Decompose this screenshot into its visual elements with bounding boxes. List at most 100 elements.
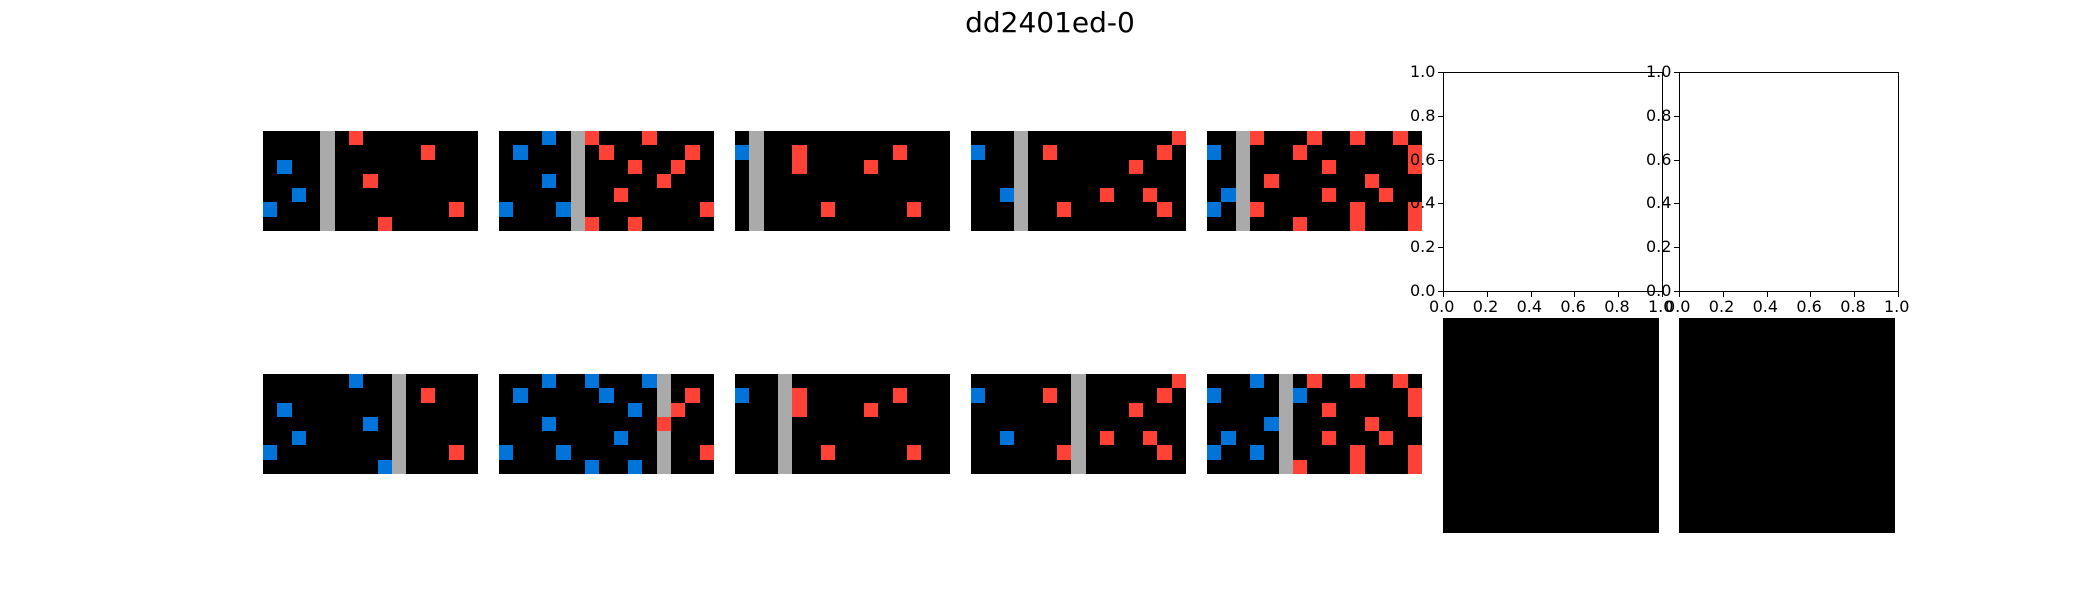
blue-cell bbox=[1207, 145, 1222, 160]
red-cell bbox=[1307, 374, 1322, 389]
y-tick bbox=[1674, 115, 1679, 117]
red-cell bbox=[420, 388, 435, 403]
y-tick bbox=[1674, 203, 1679, 205]
blue-cell bbox=[349, 374, 364, 389]
y-tick-label: 0.6 bbox=[1646, 149, 1672, 169]
red-cell bbox=[1364, 173, 1379, 189]
test-output-axes bbox=[1679, 72, 1899, 292]
blue-cell bbox=[971, 388, 986, 403]
figure-title: dd2401ed-0 bbox=[965, 6, 1135, 39]
y-tick bbox=[1438, 291, 1443, 292]
blue-cell bbox=[1207, 445, 1222, 460]
blue-cell bbox=[542, 416, 557, 432]
red-cell bbox=[1321, 159, 1336, 174]
x-tick bbox=[1574, 292, 1576, 297]
test-input-grid bbox=[1443, 318, 1659, 533]
red-cell bbox=[1157, 445, 1172, 460]
red-cell bbox=[1264, 173, 1279, 189]
blue-cell bbox=[513, 145, 528, 160]
blue-cell bbox=[556, 445, 571, 460]
y-tick-label: 0.0 bbox=[1646, 281, 1672, 300]
red-cell bbox=[792, 402, 807, 417]
red-cell bbox=[1143, 431, 1158, 446]
separator-column bbox=[320, 131, 335, 231]
red-cell bbox=[1393, 131, 1408, 146]
red-cell bbox=[1100, 188, 1115, 203]
red-cell bbox=[628, 159, 643, 174]
red-cell bbox=[1407, 216, 1422, 231]
blue-cell bbox=[513, 388, 528, 403]
train-2-output-grid bbox=[499, 374, 714, 474]
blue-cell bbox=[1293, 388, 1308, 403]
red-cell bbox=[585, 131, 600, 146]
red-cell bbox=[656, 173, 671, 189]
separator-column bbox=[1278, 374, 1293, 474]
y-tick-label: 0.8 bbox=[1646, 105, 1672, 125]
red-cell bbox=[1293, 216, 1308, 231]
x-tick bbox=[1722, 292, 1724, 297]
y-tick-label: 0.4 bbox=[1646, 193, 1672, 213]
blue-cell bbox=[971, 145, 986, 160]
red-cell bbox=[792, 159, 807, 174]
red-cell bbox=[1293, 145, 1308, 160]
red-cell bbox=[892, 388, 907, 403]
test-input-axes bbox=[1443, 72, 1663, 292]
blue-cell bbox=[628, 459, 643, 474]
red-cell bbox=[671, 402, 686, 417]
red-cell bbox=[349, 131, 364, 146]
red-cell bbox=[907, 445, 922, 460]
x-tick bbox=[1662, 292, 1663, 297]
red-cell bbox=[1171, 374, 1186, 389]
blue-cell bbox=[363, 416, 378, 432]
blue-cell bbox=[291, 431, 306, 446]
x-tick bbox=[1443, 292, 1444, 297]
separator-column bbox=[749, 131, 764, 231]
blue-cell bbox=[277, 402, 292, 417]
y-tick bbox=[1438, 115, 1443, 117]
red-cell bbox=[864, 402, 879, 417]
red-cell bbox=[685, 388, 700, 403]
blue-cell bbox=[556, 202, 571, 217]
red-cell bbox=[1128, 402, 1143, 417]
y-tick-label: 0.8 bbox=[1410, 105, 1436, 125]
red-cell bbox=[1100, 431, 1115, 446]
blue-cell bbox=[585, 374, 600, 389]
x-tick bbox=[1810, 292, 1812, 297]
red-cell bbox=[1171, 131, 1186, 146]
red-cell bbox=[1157, 388, 1172, 403]
blue-cell bbox=[1250, 445, 1265, 460]
red-cell bbox=[1350, 459, 1365, 474]
separator-column bbox=[1014, 131, 1029, 231]
red-cell bbox=[628, 216, 643, 231]
red-cell bbox=[792, 388, 807, 403]
separator-column bbox=[392, 374, 407, 474]
blue-cell bbox=[1221, 431, 1236, 446]
blue-cell bbox=[735, 388, 750, 403]
red-cell bbox=[1407, 402, 1422, 417]
blue-cell bbox=[1250, 374, 1265, 389]
y-tick-label: 1.0 bbox=[1410, 62, 1436, 81]
blue-cell bbox=[277, 159, 292, 174]
train-4-input-grid bbox=[971, 131, 1186, 231]
separator-column bbox=[1071, 374, 1086, 474]
red-cell bbox=[907, 202, 922, 217]
train-1-input-grid bbox=[263, 131, 478, 231]
blue-cell bbox=[613, 431, 628, 446]
red-cell bbox=[671, 159, 686, 174]
blue-cell bbox=[542, 374, 557, 389]
red-cell bbox=[585, 216, 600, 231]
y-tick bbox=[1438, 247, 1443, 249]
x-tick-label: 0.8 bbox=[1840, 297, 1866, 316]
red-cell bbox=[1307, 131, 1322, 146]
red-cell bbox=[1407, 388, 1422, 403]
red-cell bbox=[1042, 145, 1057, 160]
blue-cell bbox=[377, 459, 392, 474]
train-4-output-grid bbox=[971, 374, 1186, 474]
red-cell bbox=[1350, 202, 1365, 217]
red-cell bbox=[1350, 445, 1365, 460]
separator-column bbox=[570, 131, 585, 231]
train-3-input-grid bbox=[735, 131, 950, 231]
red-cell bbox=[1293, 459, 1308, 474]
blue-cell bbox=[1264, 416, 1279, 432]
red-cell bbox=[656, 416, 671, 432]
